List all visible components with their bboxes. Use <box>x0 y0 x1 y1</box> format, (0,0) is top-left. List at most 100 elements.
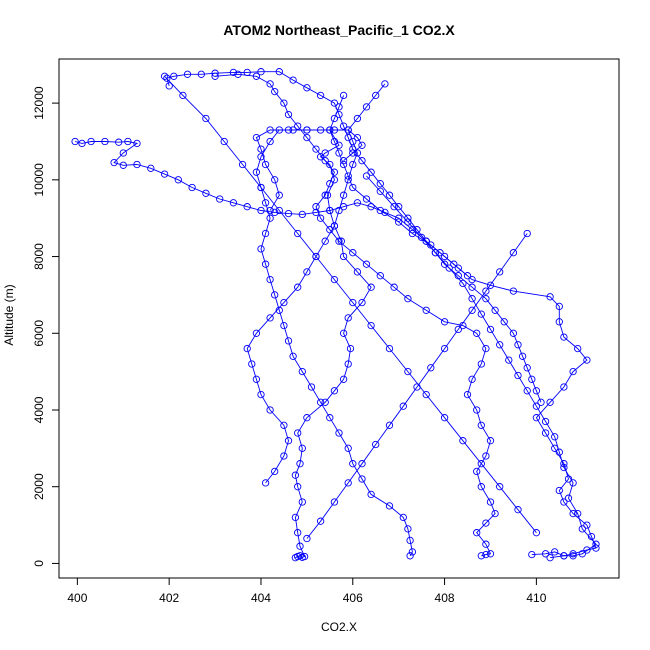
data-point <box>477 360 485 368</box>
data-point <box>404 367 412 376</box>
data-point <box>188 183 196 192</box>
data-point <box>390 203 398 211</box>
data-point <box>339 160 348 169</box>
data-point <box>275 206 283 215</box>
data-point <box>358 157 366 165</box>
data-point <box>266 206 274 215</box>
data-point <box>385 191 394 199</box>
data-point <box>261 260 270 268</box>
data-point <box>303 126 311 134</box>
data-point <box>385 502 394 510</box>
data-point <box>346 344 355 353</box>
data-point <box>473 467 481 476</box>
y-tick-label: 4000 <box>32 396 46 423</box>
data-point <box>491 306 499 314</box>
data-point <box>509 329 518 337</box>
data-point <box>546 398 554 406</box>
data-point <box>344 126 352 134</box>
data-point <box>560 463 568 472</box>
series-line <box>366 175 597 559</box>
data-point <box>284 110 293 119</box>
data-point <box>271 291 279 299</box>
data-point <box>261 160 270 169</box>
data-point <box>468 275 476 284</box>
data-point <box>257 245 265 253</box>
data-point <box>248 360 256 368</box>
data-point <box>289 126 297 134</box>
data-point <box>330 387 339 395</box>
data-point <box>294 483 302 491</box>
data-point <box>252 329 261 337</box>
data-point <box>468 306 476 314</box>
data-point <box>312 208 320 217</box>
data-point <box>298 498 306 506</box>
data-point <box>216 195 224 203</box>
data-point <box>291 513 300 522</box>
data-point <box>303 84 311 92</box>
series-line <box>306 233 528 539</box>
data-point <box>404 295 412 303</box>
data-point <box>339 329 348 337</box>
data-point <box>330 114 339 123</box>
data-point <box>326 180 334 188</box>
data-point <box>358 141 366 149</box>
data-point <box>321 157 329 165</box>
y-tick-label: 0 <box>32 560 46 567</box>
data-point <box>551 548 559 556</box>
data-point <box>518 352 527 360</box>
series-8 <box>362 172 600 562</box>
data-point <box>477 421 485 429</box>
data-point <box>473 529 481 537</box>
data-point <box>266 126 274 134</box>
data-point <box>574 344 582 353</box>
data-point <box>541 417 550 426</box>
data-point <box>551 433 559 441</box>
chart-title: ATOM2 Northeast_Pacific_1 CO2.X <box>223 22 455 38</box>
data-point <box>296 552 304 560</box>
data-point <box>330 137 339 146</box>
data-point <box>569 509 577 518</box>
data-point <box>271 87 279 96</box>
plot-area <box>71 68 600 562</box>
data-point <box>202 189 210 197</box>
series-line <box>246 83 386 484</box>
data-point <box>298 367 306 376</box>
data-point <box>349 137 357 146</box>
data-point <box>271 176 279 184</box>
data-point <box>312 203 320 211</box>
data-point <box>174 176 182 184</box>
data-point <box>339 157 348 165</box>
data-point <box>555 302 563 311</box>
data-point <box>335 429 343 437</box>
data-point <box>303 414 311 422</box>
data-point <box>337 237 345 245</box>
data-point <box>261 199 270 207</box>
data-point <box>473 329 481 337</box>
data-point <box>532 414 541 422</box>
plot-frame <box>58 58 620 579</box>
data-point <box>71 137 79 146</box>
data-point <box>321 191 329 199</box>
data-point <box>496 483 504 491</box>
data-point <box>339 122 348 130</box>
data-point <box>569 550 577 558</box>
data-point <box>280 452 288 460</box>
data-point <box>592 544 600 552</box>
data-point <box>440 414 449 422</box>
data-point <box>583 546 591 554</box>
data-point <box>165 82 173 90</box>
data-point <box>238 160 247 169</box>
data-point <box>486 325 495 334</box>
data-point <box>353 268 362 276</box>
x-tick-label: 400 <box>67 591 87 605</box>
data-point <box>422 306 430 314</box>
series-4 <box>252 126 417 560</box>
data-point <box>312 145 320 153</box>
data-point <box>257 145 265 153</box>
data-point <box>358 298 366 307</box>
data-point <box>376 180 384 188</box>
data-point <box>243 344 251 353</box>
y-tick-label: 2000 <box>32 473 46 500</box>
data-point <box>569 479 577 487</box>
